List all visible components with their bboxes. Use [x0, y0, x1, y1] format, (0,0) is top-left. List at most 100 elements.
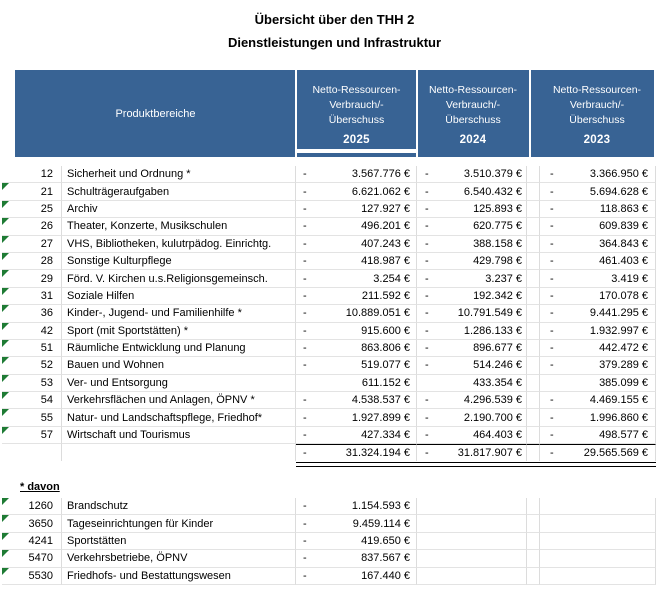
value-cell-2025[interactable]: - 863.806 € [296, 339, 417, 358]
value-cell-2023[interactable]: - 461.403 € [540, 252, 656, 271]
value-cell-2024[interactable]: - 464.403 € [417, 426, 527, 445]
code-cell[interactable]: 26 [2, 218, 62, 236]
code-cell[interactable]: 5470 [2, 550, 62, 568]
header-col-2025[interactable]: Netto-Ressourcen- Verbrauch/- Überschuss… [296, 70, 417, 157]
value-cell-2024[interactable]: - 388.158 € [417, 235, 527, 253]
value-cell-2023[interactable]: - 170.078 € [540, 287, 656, 306]
code-cell[interactable]: 21 [2, 183, 62, 201]
value-cell-2025[interactable]: - 915.600 € [296, 322, 417, 340]
code-cell[interactable]: 28 [2, 252, 62, 271]
value-cell-2024[interactable]: - 125.893 € [417, 200, 527, 219]
value-cell-2025[interactable]: - 496.201 € [296, 218, 417, 236]
product-name-cell[interactable]: Wirtschaft und Tourismus [62, 426, 296, 445]
value-cell-2025[interactable]: - 407.243 € [296, 235, 417, 253]
value-cell-2023[interactable] [540, 567, 656, 585]
value-cell-2023[interactable]: - 5.694.628 € [540, 183, 656, 201]
product-name-cell[interactable]: Kinder-, Jugend- und Familienhilfe * [62, 305, 296, 323]
code-cell[interactable]: 55 [2, 409, 62, 427]
value-cell-2024[interactable]: - 192.342 € [417, 287, 527, 306]
code-cell[interactable]: 42 [2, 322, 62, 340]
product-name-cell[interactable]: Förd. V. Kirchen u.s.Religionsgemeinsch. [62, 270, 296, 288]
value-cell-2023[interactable] [540, 515, 656, 533]
value-cell-2024[interactable]: - 896.677 € [417, 339, 527, 358]
code-cell[interactable]: 1260 [2, 498, 62, 516]
value-cell-2024[interactable]: 433.354 € [417, 374, 527, 393]
value-cell-2024[interactable]: - 3.510.379 € [417, 166, 527, 184]
value-cell-2025[interactable]: - 10.889.051 € [296, 305, 417, 323]
product-name-cell[interactable]: Theater, Konzerte, Musikschulen [62, 218, 296, 236]
total-value-cell-2024[interactable]: - 31.817.907 € [417, 444, 527, 462]
value-cell-2023[interactable]: - 3.419 € [540, 270, 656, 288]
total-name-cell[interactable] [62, 444, 296, 462]
value-cell-2023[interactable]: - 442.472 € [540, 339, 656, 358]
product-name-cell[interactable]: Soziale Hilfen [62, 287, 296, 306]
value-cell-2023[interactable] [540, 532, 656, 551]
code-cell[interactable]: 27 [2, 235, 62, 253]
value-cell-2023[interactable]: - 609.839 € [540, 218, 656, 236]
value-cell-2023[interactable]: - 9.441.295 € [540, 305, 656, 323]
value-cell-2024[interactable]: - 3.237 € [417, 270, 527, 288]
value-cell-2025[interactable]: - 419.650 € [296, 532, 417, 551]
code-cell[interactable]: 31 [2, 287, 62, 306]
value-cell-2025[interactable]: - 1.154.593 € [296, 498, 417, 516]
value-cell-2024[interactable]: - 429.798 € [417, 252, 527, 271]
value-cell-2023[interactable]: - 3.366.950 € [540, 166, 656, 184]
product-name-cell[interactable]: Verkehrsbetriebe, ÖPNV [62, 550, 296, 568]
total-value-cell-2025[interactable]: - 31.324.194 € [296, 444, 417, 462]
value-cell-2025[interactable]: - 3.567.776 € [296, 166, 417, 184]
code-cell[interactable]: 29 [2, 270, 62, 288]
product-name-cell[interactable]: Räumliche Entwicklung und Planung [62, 339, 296, 358]
value-cell-2024[interactable]: - 514.246 € [417, 357, 527, 375]
product-name-cell[interactable]: Friedhofs- und Bestattungswesen [62, 567, 296, 585]
value-cell-2024[interactable]: - 4.296.539 € [417, 392, 527, 410]
value-cell-2025[interactable]: - 211.592 € [296, 287, 417, 306]
value-cell-2025[interactable]: - 519.077 € [296, 357, 417, 375]
value-cell-2025[interactable]: - 418.987 € [296, 252, 417, 271]
product-name-cell[interactable]: Sport (mit Sportstätten) * [62, 322, 296, 340]
product-name-cell[interactable]: Verkehrsflächen und Anlagen, ÖPNV * [62, 392, 296, 410]
code-cell[interactable]: 53 [2, 374, 62, 393]
value-cell-2023[interactable]: - 498.577 € [540, 426, 656, 445]
code-cell[interactable]: 52 [2, 357, 62, 375]
value-cell-2024[interactable] [417, 532, 527, 551]
code-cell[interactable]: 25 [2, 200, 62, 219]
total-row[interactable]: - 31.324.194 € - 31.817.907 € - 29.565.5… [2, 444, 656, 462]
product-name-cell[interactable]: VHS, Bibliotheken, kulutrpädog. Einricht… [62, 235, 296, 253]
value-cell-2023[interactable]: - 1.996.860 € [540, 409, 656, 427]
value-cell-2025[interactable]: - 837.567 € [296, 550, 417, 568]
value-cell-2025[interactable]: - 4.538.537 € [296, 392, 417, 410]
value-cell-2025[interactable]: - 167.440 € [296, 567, 417, 585]
value-cell-2023[interactable]: - 379.289 € [540, 357, 656, 375]
code-cell[interactable]: 5530 [2, 567, 62, 585]
value-cell-2024[interactable] [417, 498, 527, 516]
header-col-2024[interactable]: Netto-Ressourcen- Verbrauch/- Überschuss… [417, 70, 529, 157]
value-cell-2025[interactable]: - 127.927 € [296, 200, 417, 219]
code-cell[interactable]: 54 [2, 392, 62, 410]
product-name-cell[interactable]: Sonstige Kulturpflege [62, 252, 296, 271]
product-name-cell[interactable]: Brandschutz [62, 498, 296, 516]
value-cell-2024[interactable] [417, 567, 527, 585]
value-cell-2024[interactable]: - 1.286.133 € [417, 322, 527, 340]
product-name-cell[interactable]: Tageseinrichtungen für Kinder [62, 515, 296, 533]
product-name-cell[interactable]: Archiv [62, 200, 296, 219]
value-cell-2025[interactable]: - 427.334 € [296, 426, 417, 445]
value-cell-2025[interactable]: - 9.459.114 € [296, 515, 417, 533]
value-cell-2024[interactable]: - 10.791.549 € [417, 305, 527, 323]
code-cell[interactable]: 3650 [2, 515, 62, 533]
total-code-cell[interactable] [2, 444, 62, 462]
value-cell-2025[interactable]: - 3.254 € [296, 270, 417, 288]
product-name-cell[interactable]: Ver- und Entsorgung [62, 374, 296, 393]
code-cell[interactable]: 12 [2, 166, 62, 184]
code-cell[interactable]: 57 [2, 426, 62, 445]
value-cell-2023[interactable] [540, 550, 656, 568]
value-cell-2023[interactable]: - 364.843 € [540, 235, 656, 253]
product-name-cell[interactable]: Sicherheit und Ordnung * [62, 166, 296, 184]
value-cell-2024[interactable]: - 6.540.432 € [417, 183, 527, 201]
value-cell-2024[interactable]: - 620.775 € [417, 218, 527, 236]
product-name-cell[interactable]: Sportstätten [62, 532, 296, 551]
value-cell-2023[interactable]: - 4.469.155 € [540, 392, 656, 410]
value-cell-2023[interactable] [540, 498, 656, 516]
value-cell-2024[interactable] [417, 515, 527, 533]
value-cell-2024[interactable]: - 2.190.700 € [417, 409, 527, 427]
code-cell[interactable]: 36 [2, 305, 62, 323]
